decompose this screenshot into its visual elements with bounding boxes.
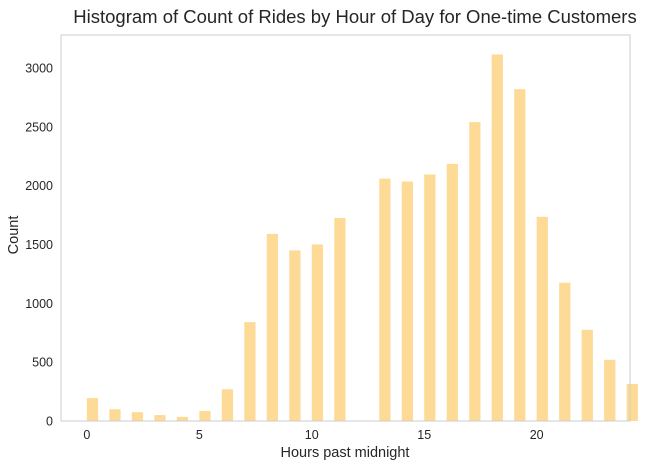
- bar-0: [86, 398, 99, 421]
- bar-20: [559, 282, 571, 421]
- y-tick-label: 1500: [25, 238, 53, 252]
- bar-2: [131, 412, 144, 421]
- x-tick-label: 20: [530, 428, 544, 442]
- y-tick-label: 0: [46, 415, 53, 429]
- bar-12: [379, 178, 391, 421]
- bar-5: [199, 411, 211, 421]
- bars-layer: [86, 54, 638, 422]
- x-axis-label: Hours past midnight: [281, 445, 410, 461]
- bar-11: [334, 218, 346, 421]
- y-tick-label: 2000: [25, 179, 53, 193]
- x-tick-label: 0: [83, 428, 90, 442]
- bar-18: [514, 89, 526, 421]
- bar-4: [176, 416, 189, 421]
- y-tick-label: 2500: [25, 120, 53, 134]
- bar-1: [109, 409, 121, 421]
- bar-14: [424, 174, 436, 421]
- bar-22: [604, 359, 616, 421]
- bar-9: [289, 250, 301, 421]
- bar-16: [469, 122, 481, 421]
- bar-21: [581, 329, 593, 421]
- bar-13: [401, 181, 413, 421]
- bar-19: [536, 216, 548, 421]
- y-tick-label: 3000: [25, 61, 53, 75]
- bar-10: [311, 244, 324, 421]
- x-tick-label: 15: [417, 428, 431, 442]
- bar-3: [154, 415, 166, 421]
- bar-23: [626, 383, 638, 421]
- bar-15: [446, 163, 458, 422]
- x-tick-label: 5: [196, 428, 203, 442]
- x-tick-label: 10: [305, 428, 319, 442]
- plot-frame: [60, 34, 631, 422]
- y-axis-label: Count: [6, 216, 22, 255]
- bar-17: [491, 54, 503, 422]
- y-tick-label: 500: [32, 356, 53, 370]
- ticks-layer: 0 5 10 15 20 0 500 1000 1500 2000 2500 3000: [25, 61, 543, 442]
- chart-title: Histogram of Count of Rides by Hour of D…: [73, 6, 636, 27]
- y-tick-label: 1000: [25, 297, 53, 311]
- bar-8: [266, 233, 279, 421]
- bar-7: [244, 322, 256, 421]
- bar-6: [221, 389, 234, 421]
